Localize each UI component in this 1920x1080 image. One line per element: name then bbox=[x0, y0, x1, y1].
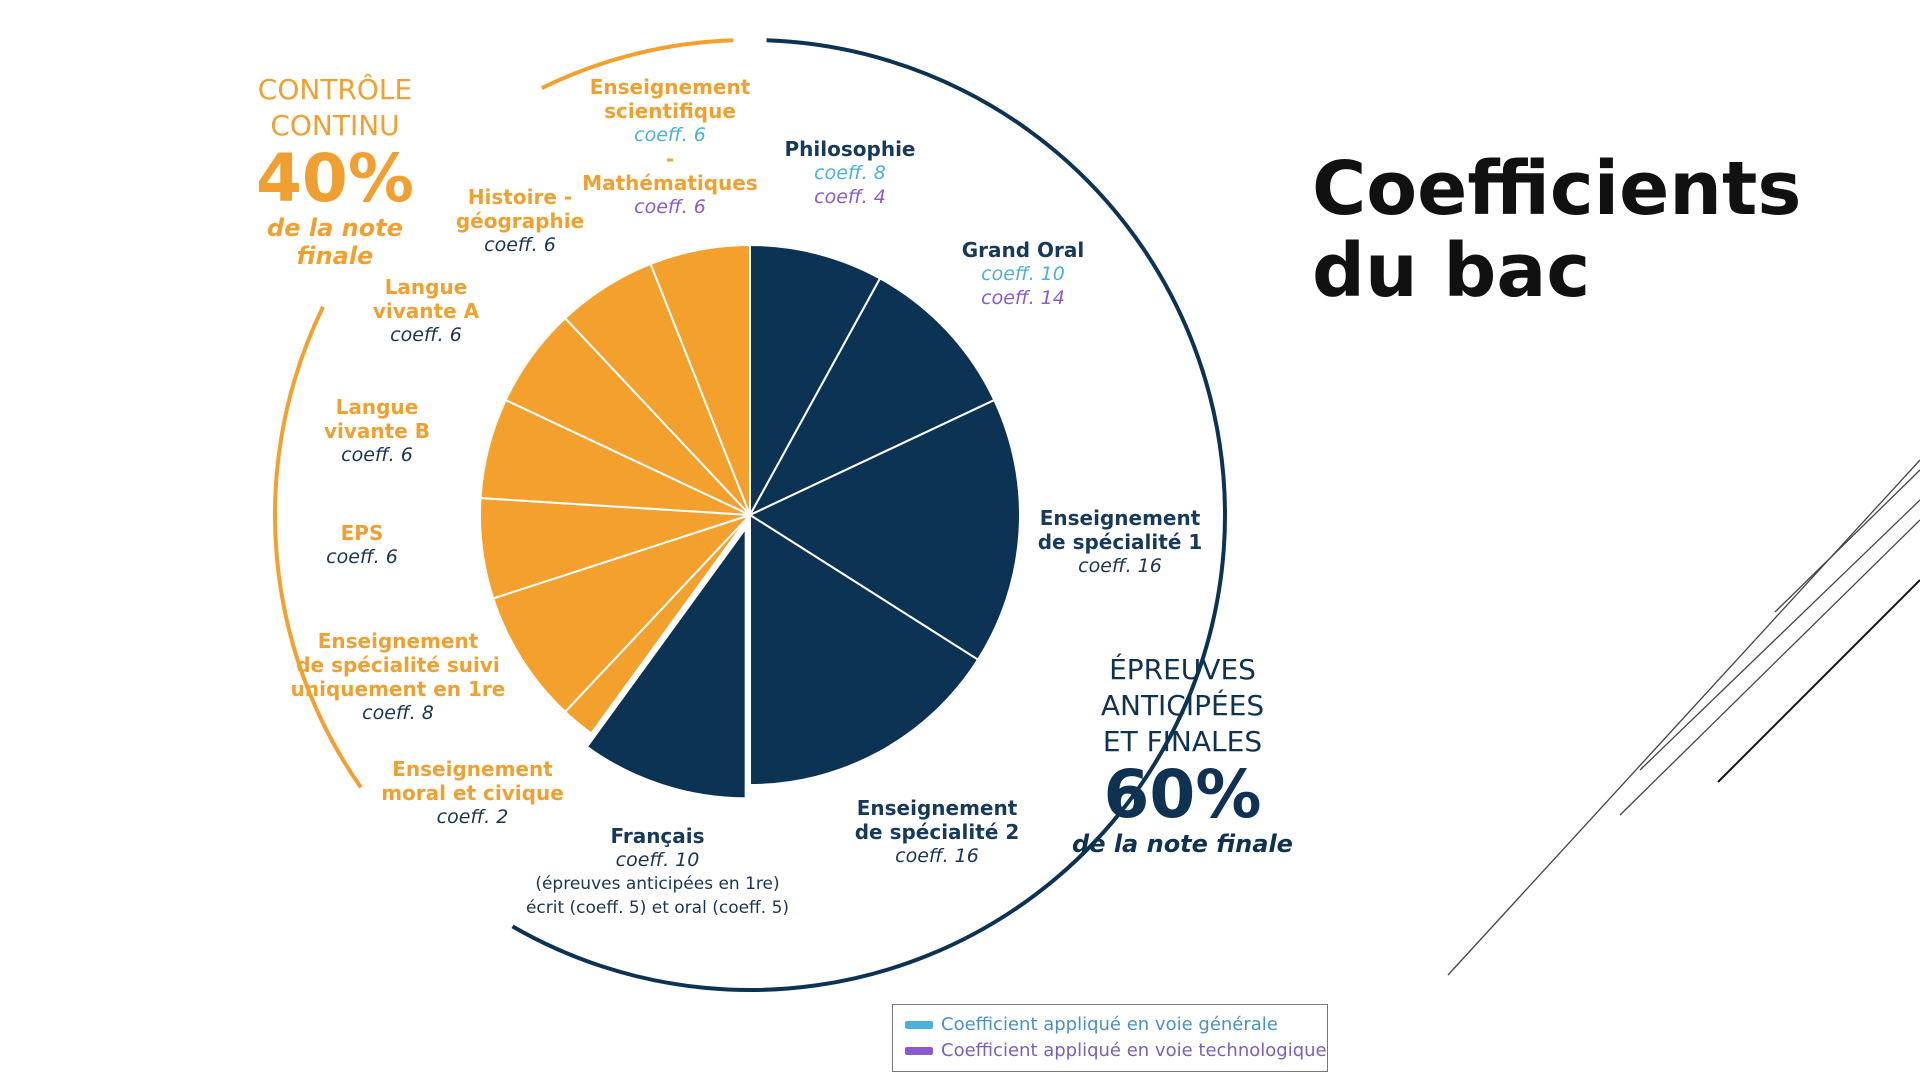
label-text: Enseignement bbox=[392, 757, 553, 781]
pie-slice-grand-oral bbox=[747, 277, 996, 518]
coeff-generale: coeff. 6 bbox=[634, 124, 706, 146]
label-text: scientifique bbox=[604, 99, 736, 123]
label-text: Mathématiques bbox=[582, 171, 758, 195]
coeff-technologique: coeff. 4 bbox=[814, 186, 886, 208]
controle-title-line2: CONTINU bbox=[270, 109, 400, 142]
coeff: coeff. 16 bbox=[895, 845, 979, 867]
pie-slice-enseignement-de-sp-cialit-1 bbox=[747, 398, 1021, 662]
label-langue-vivante-b: Langue vivante B coeff. 6 bbox=[307, 395, 447, 467]
group-arc-controle-lower bbox=[273, 305, 363, 789]
label-text: de spécialité 1 bbox=[1037, 530, 1203, 554]
label-text: Enseignement bbox=[1039, 506, 1201, 530]
legend-item-generale: Coefficient appliqué en voie générale bbox=[905, 1013, 1278, 1037]
label-text: géographie bbox=[455, 209, 585, 233]
label-text: vivante A bbox=[372, 299, 480, 323]
label-text: uniquement en 1re bbox=[290, 677, 506, 701]
label-text: Philosophie bbox=[784, 137, 916, 161]
legend: Coefficient appliqué en voie générale Co… bbox=[892, 1004, 1328, 1072]
coeff-technologique: coeff. 14 bbox=[981, 287, 1065, 309]
epreuves-title-line1: ÉPREUVES bbox=[1109, 653, 1256, 686]
pie-slice-enseignement-de-sp-cialit-suivi-uniquement-en-1re bbox=[491, 514, 751, 714]
label-text: Langue bbox=[384, 275, 468, 299]
label-text: Enseignement bbox=[317, 629, 479, 653]
legend-item-technologique: Coefficient appliqué en voie technologiq… bbox=[905, 1039, 1327, 1063]
label-text: de spécialité 2 bbox=[854, 820, 1020, 844]
coeff-generale: coeff. 10 bbox=[981, 263, 1065, 285]
label-eps: EPS coeff. 6 bbox=[302, 521, 422, 569]
coeff: coeff. 10 bbox=[615, 849, 700, 871]
coeff: coeff. 6 bbox=[390, 324, 462, 346]
label-text: Français bbox=[610, 824, 705, 848]
label-francais: Français coeff. 10 (épreuves anticipées … bbox=[520, 824, 795, 920]
controle-subtitle: de la note finale bbox=[267, 214, 403, 270]
label-text: Histoire - bbox=[467, 185, 573, 209]
pie-slice-philosophie bbox=[749, 243, 882, 516]
epreuves-percentage: 60% bbox=[1103, 756, 1262, 833]
label-langue-vivante-a: Langue vivante A coeff. 6 bbox=[356, 275, 496, 347]
label-grand-oral: Grand Oral coeff. 10 coeff. 14 bbox=[948, 238, 1098, 310]
slide-title: Coefficients du bac bbox=[1312, 146, 1802, 314]
legend-label: Coefficient appliqué en voie technologiq… bbox=[941, 1040, 1327, 1061]
pie-slice-fran-ais bbox=[585, 525, 747, 800]
epreuves-title-line2: ANTICIPÉES bbox=[1100, 689, 1265, 722]
coeff: coeff. 6 bbox=[484, 234, 556, 256]
controle-title-line1: CONTRÔLE bbox=[257, 73, 413, 106]
decorative-line bbox=[1447, 459, 1920, 976]
coeff-technologique: coeff. 6 bbox=[634, 196, 706, 218]
label-text: Grand Oral bbox=[961, 238, 1085, 262]
decorative-line bbox=[1774, 469, 1920, 613]
label-note: écrit (coeff. 5) et oral (coeff. 5) bbox=[525, 898, 790, 918]
epreuves-group: ÉPREUVES ANTICIPÉES ET FINALES 60% de la… bbox=[1060, 652, 1305, 858]
label-text: de spécialité suivi bbox=[296, 653, 500, 677]
label-text: vivante B bbox=[324, 419, 430, 443]
label-philosophie: Philosophie coeff. 8 coeff. 4 bbox=[770, 137, 930, 209]
legend-swatch-blue bbox=[905, 1021, 933, 1029]
label-text: EPS bbox=[340, 521, 384, 545]
label-enseignement-scientifique: Enseignement scientifique coeff. 6 - Mat… bbox=[575, 75, 765, 219]
label-specialite-1re: Enseignement de spécialité suivi uniquem… bbox=[288, 629, 508, 725]
label-text: moral et civique bbox=[381, 781, 564, 805]
decorative-line bbox=[1619, 519, 1920, 816]
coeff: coeff. 6 bbox=[341, 444, 413, 466]
group-arc-controle-upper bbox=[540, 38, 734, 90]
epreuves-subtitle: de la note finale bbox=[1072, 830, 1293, 858]
label-emc: Enseignement moral et civique coeff. 2 bbox=[375, 757, 570, 829]
coeff: coeff. 6 bbox=[326, 546, 398, 568]
coeff: coeff. 16 bbox=[1078, 555, 1162, 577]
controle-continu-group: CONTRÔLE CONTINU 40% de la note finale bbox=[225, 72, 445, 270]
legend-swatch-purple bbox=[905, 1047, 933, 1055]
legend-label: Coefficient appliqué en voie générale bbox=[941, 1014, 1278, 1035]
coeff: coeff. 8 bbox=[362, 702, 434, 724]
label-text: Langue bbox=[335, 395, 419, 419]
label-text: Enseignement bbox=[856, 796, 1018, 820]
label-text: Enseignement bbox=[589, 75, 751, 99]
pie-slice-enseignement-scientifique bbox=[649, 243, 751, 516]
label-specialite-2: Enseignement de spécialité 2 coeff. 16 bbox=[852, 796, 1022, 868]
label-histoire-geographie: Histoire - géographie coeff. 6 bbox=[440, 185, 600, 257]
label-note: (épreuves anticipées en 1re) bbox=[535, 874, 780, 894]
pie-slice-enseignement-de-sp-cialit-2 bbox=[749, 513, 980, 787]
label-specialite-1: Enseignement de spécialité 1 coeff. 16 bbox=[1035, 506, 1205, 578]
epreuves-title-line3: ET FINALES bbox=[1102, 725, 1263, 758]
group-arc-epreuves bbox=[511, 38, 1227, 992]
label-separator: - bbox=[665, 147, 675, 171]
controle-percentage: 40% bbox=[256, 140, 414, 217]
decorative-line bbox=[1717, 579, 1920, 783]
coeff-generale: coeff. 8 bbox=[814, 162, 886, 184]
decorative-line bbox=[1639, 499, 1920, 771]
coeff: coeff. 2 bbox=[436, 806, 509, 828]
